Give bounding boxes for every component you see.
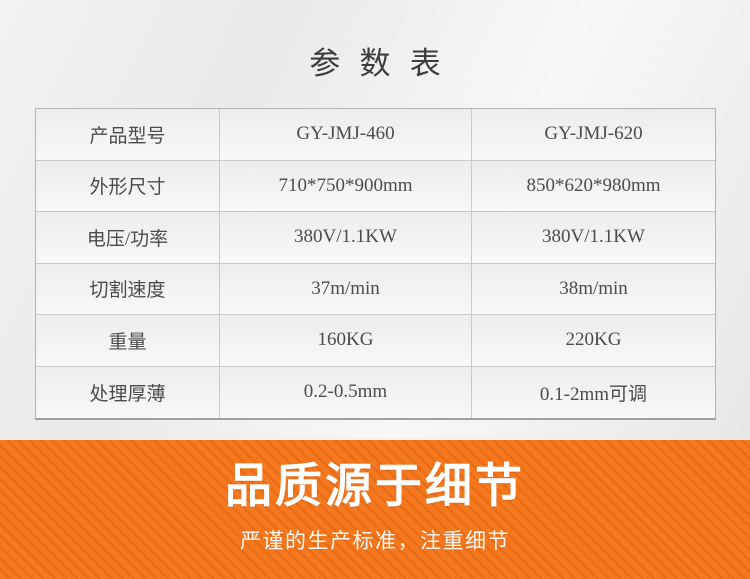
- page-title: 参数表: [309, 46, 460, 81]
- spec-label-cell: 电压/功率: [36, 212, 220, 264]
- spec-label-cell: 重量: [36, 315, 220, 367]
- spec-table: 产品型号 GY-JMJ-460 GY-JMJ-620 外形尺寸 710*750*…: [35, 108, 716, 420]
- spec-value-cell: 38m/min: [472, 263, 715, 315]
- spec-value-cell: 850*620*980mm: [472, 160, 715, 212]
- spec-value-cell: 380V/1.1KW: [472, 212, 715, 264]
- banner-heading: 品质源于细节: [225, 459, 525, 512]
- spec-value-cell: 160KG: [220, 315, 472, 367]
- spec-label-cell: 产品型号: [36, 109, 220, 161]
- spec-value-cell: 710*750*900mm: [220, 160, 472, 212]
- spec-label-cell: 外形尺寸: [36, 160, 220, 212]
- spec-value-cell: 0.2-0.5mm: [220, 366, 472, 418]
- spec-value-cell: GY-JMJ-620: [472, 109, 715, 161]
- spec-value-cell: 0.1-2mm可调: [472, 366, 715, 418]
- banner-subheading: 严谨的生产标准，注重细节: [240, 529, 510, 553]
- spec-label-cell: 处理厚薄: [36, 366, 220, 418]
- spec-value-cell: 380V/1.1KW: [220, 212, 472, 264]
- spec-label-cell: 切割速度: [36, 263, 220, 315]
- spec-value-cell: GY-JMJ-460: [220, 109, 472, 161]
- spec-value-cell: 220KG: [472, 315, 715, 367]
- spec-section: 参数表 产品型号 GY-JMJ-460 GY-JMJ-620 外形尺寸 710*…: [0, 0, 750, 440]
- spec-value-cell: 37m/min: [220, 263, 472, 315]
- quality-banner: 品质源于细节 严谨的生产标准，注重细节: [0, 440, 750, 579]
